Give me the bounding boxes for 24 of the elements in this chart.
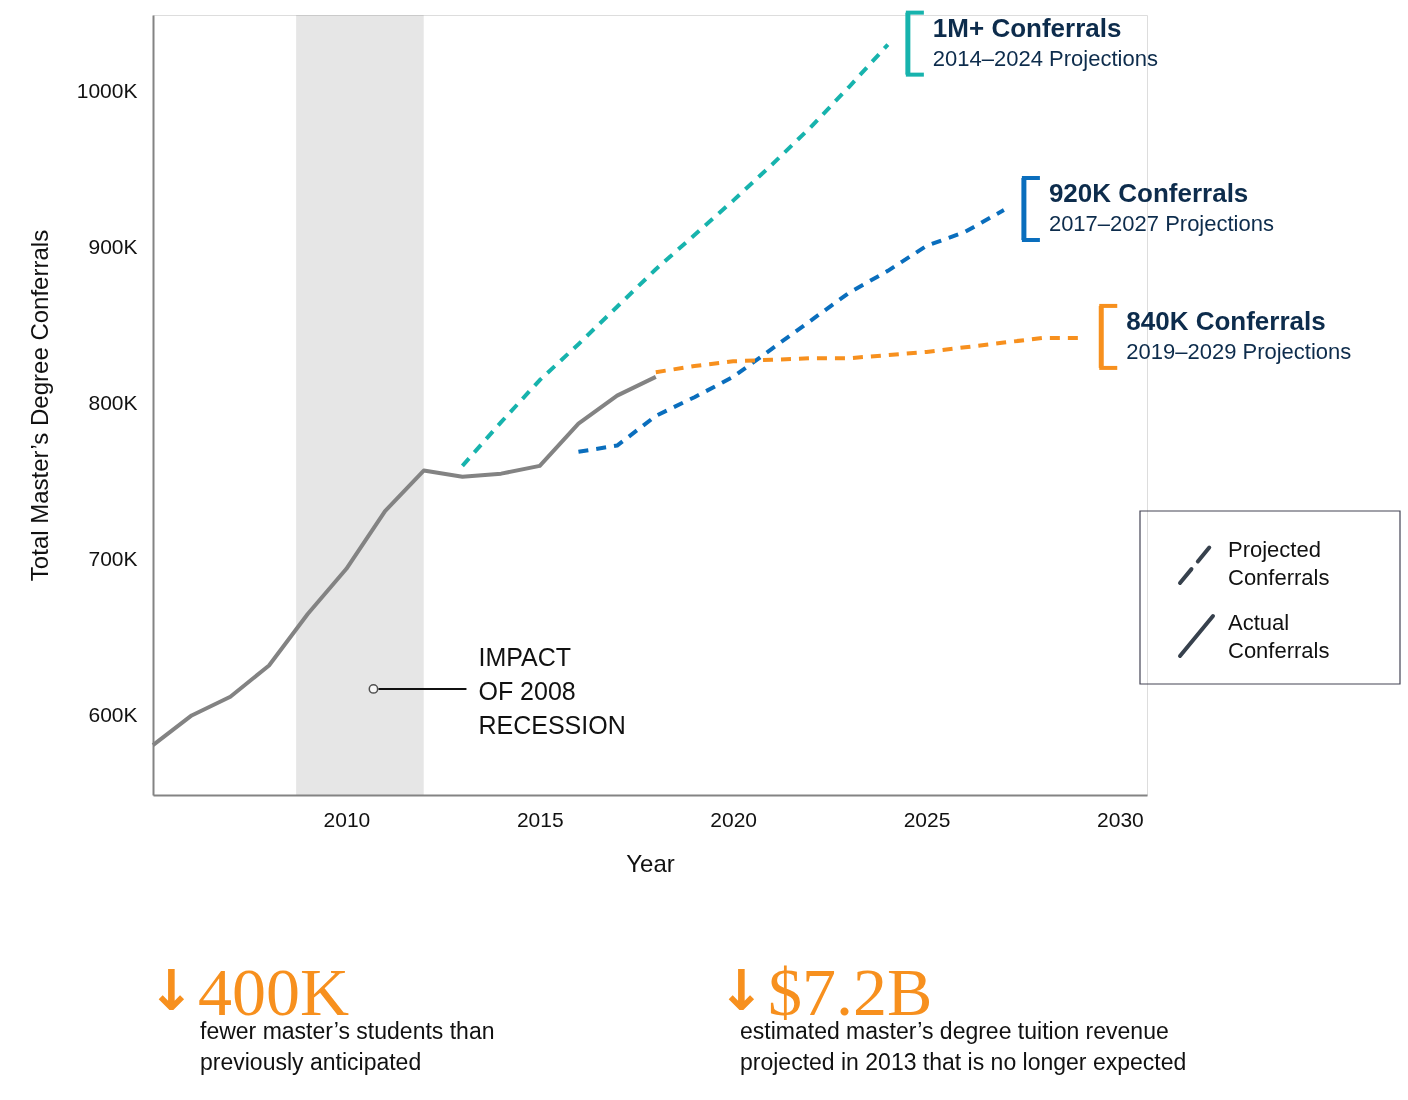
y-tick-label: 900K (88, 234, 138, 258)
x-tick-label: 2010 (323, 807, 371, 831)
text: Actual Conferrals (1228, 610, 1330, 663)
y-tick-label: 1000K (76, 78, 138, 102)
y-tick-label: 700K (88, 546, 138, 570)
y-tick-label: 600K (88, 702, 138, 726)
text: 2014–2024 Projections (932, 45, 1158, 71)
text: 2017–2027 Projections (1048, 211, 1274, 236)
y-tick-label: 800K (88, 390, 138, 414)
annotation: 920K Conferrals (1048, 178, 1249, 208)
annotation: 840K Conferrals (1126, 305, 1326, 336)
x-tick-label: 2015 (516, 807, 564, 831)
annotation: 1M+ Conferrals (932, 12, 1122, 43)
text: Projected Conferrals (1228, 537, 1330, 590)
text: 2019–2029 Projections (1126, 338, 1352, 364)
line-series (460, 42, 890, 468)
x-tick-label: 2025 (903, 807, 951, 831)
x-tick-label: 2020 (710, 807, 758, 831)
text: fewer master’s students than previously anticipated (200, 1018, 495, 1075)
y-axis-title: Total Master’s Degree Conferrals (25, 229, 53, 582)
x-tick-label: 2030 (1097, 807, 1144, 831)
line-series (576, 208, 1006, 454)
x-axis-title: Year (626, 849, 675, 877)
annotation: IMPACT OF 2008 RECESSION (478, 642, 626, 739)
